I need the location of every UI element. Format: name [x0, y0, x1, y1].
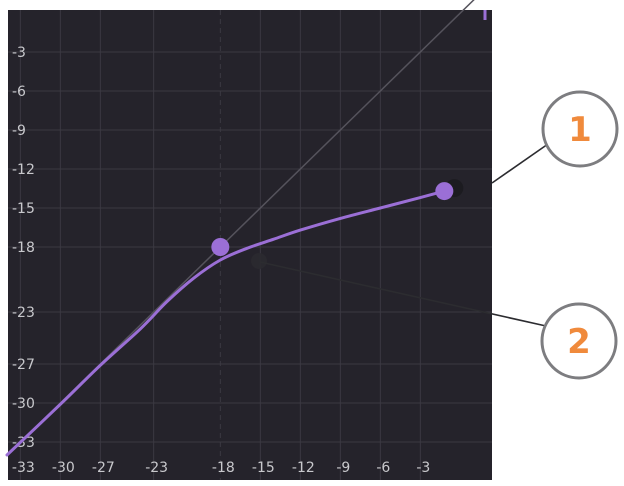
- x-tick-label: -9: [336, 460, 350, 476]
- x-tick-label: -3: [416, 460, 430, 476]
- x-tick-label: -23: [145, 460, 168, 476]
- callout-number-1: 1: [568, 110, 592, 150]
- callouts: 12: [259, 90, 619, 380]
- x-tick-label: -6: [376, 460, 390, 476]
- y-tick-label: -12: [12, 162, 35, 178]
- y-tick-label: -33: [12, 435, 35, 451]
- callout-leader-1: [491, 143, 549, 184]
- threshold-handle[interactable]: [211, 238, 230, 256]
- transfer-curve: [5, 189, 446, 457]
- ceiling-handle[interactable]: [435, 182, 454, 201]
- graph-panel: [8, 10, 492, 480]
- curve-handles[interactable]: [211, 179, 464, 269]
- x-tick-label: -15: [252, 460, 275, 476]
- y-tick-label: -3: [12, 45, 26, 61]
- x-tick-label: -33: [12, 460, 35, 476]
- x-tick-label: -27: [92, 460, 115, 476]
- x-tick-label: -30: [52, 460, 75, 476]
- y-tick-label: -27: [12, 357, 35, 373]
- x-tick-label: -18: [212, 460, 235, 476]
- y-tick-label: -18: [12, 240, 35, 256]
- knee-marker: [251, 253, 267, 269]
- y-tick-label: -9: [12, 123, 26, 139]
- x-tick-label: -12: [292, 460, 315, 476]
- y-tick-label: -30: [12, 396, 35, 412]
- y-tick-label: -15: [12, 201, 35, 217]
- callout-circle-2: [540, 302, 618, 380]
- callout-circle-1: [541, 90, 619, 168]
- y-tick-label: -23: [12, 305, 35, 321]
- callout-leader-2: [259, 261, 547, 327]
- y-tick-label: -6: [12, 84, 26, 100]
- tick-labels: -3 -6 -9 -12 -15 -18 -23 -27 -30 -33 -33 -30 -27 -23 -…: [12, 45, 430, 476]
- callout-number-2: 2: [567, 322, 591, 362]
